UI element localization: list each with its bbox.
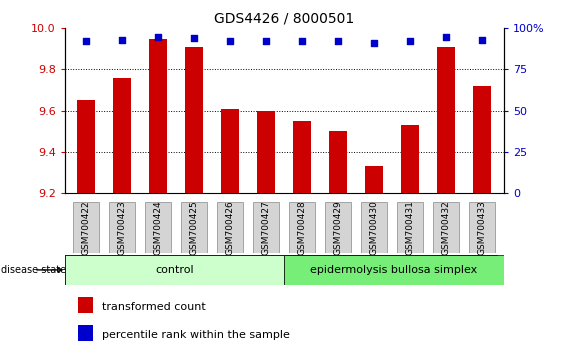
Point: [478, 37, 487, 43]
Text: disease state: disease state: [1, 265, 66, 275]
Point: [118, 37, 127, 43]
FancyBboxPatch shape: [434, 202, 459, 253]
FancyBboxPatch shape: [397, 202, 423, 253]
Bar: [113, 78, 131, 193]
Text: GSM700433: GSM700433: [478, 200, 487, 255]
Bar: [293, 121, 311, 193]
Point: [190, 35, 199, 41]
FancyBboxPatch shape: [289, 202, 315, 253]
FancyBboxPatch shape: [253, 202, 279, 253]
Text: GSM700430: GSM700430: [370, 200, 379, 255]
Text: epidermolysis bullosa simplex: epidermolysis bullosa simplex: [310, 265, 478, 275]
Bar: [437, 47, 455, 193]
Bar: [401, 125, 419, 193]
Point: [262, 39, 271, 44]
Bar: [78, 325, 93, 341]
Bar: [78, 297, 93, 313]
Text: GSM700432: GSM700432: [442, 200, 451, 255]
FancyBboxPatch shape: [284, 255, 504, 285]
FancyBboxPatch shape: [145, 202, 171, 253]
Bar: [257, 111, 275, 193]
Point: [334, 39, 343, 44]
Bar: [77, 100, 95, 193]
Point: [442, 34, 451, 39]
Text: GSM700423: GSM700423: [118, 200, 127, 255]
Point: [298, 39, 307, 44]
FancyBboxPatch shape: [73, 202, 99, 253]
Text: GSM700426: GSM700426: [226, 200, 235, 255]
FancyBboxPatch shape: [470, 202, 495, 253]
Text: GSM700429: GSM700429: [334, 200, 343, 255]
FancyBboxPatch shape: [109, 202, 135, 253]
Point: [82, 39, 91, 44]
FancyBboxPatch shape: [181, 202, 207, 253]
Title: GDS4426 / 8000501: GDS4426 / 8000501: [214, 12, 355, 26]
FancyBboxPatch shape: [361, 202, 387, 253]
Text: GSM700428: GSM700428: [298, 200, 307, 255]
Text: control: control: [155, 265, 194, 275]
Bar: [185, 47, 203, 193]
Bar: [149, 39, 167, 193]
Text: transformed count: transformed count: [102, 302, 206, 312]
Text: GSM700424: GSM700424: [154, 200, 163, 255]
Bar: [221, 109, 239, 193]
FancyBboxPatch shape: [65, 255, 284, 285]
Text: GSM700425: GSM700425: [190, 200, 199, 255]
Point: [226, 39, 235, 44]
FancyBboxPatch shape: [325, 202, 351, 253]
Text: percentile rank within the sample: percentile rank within the sample: [102, 330, 290, 341]
Bar: [365, 166, 383, 193]
Text: GSM700427: GSM700427: [262, 200, 271, 255]
Bar: [473, 86, 491, 193]
Point: [406, 39, 415, 44]
Point: [370, 40, 379, 46]
Text: GSM700422: GSM700422: [82, 200, 91, 255]
Text: GSM700431: GSM700431: [406, 200, 415, 255]
FancyBboxPatch shape: [217, 202, 243, 253]
Point: [154, 34, 163, 39]
Bar: [329, 131, 347, 193]
